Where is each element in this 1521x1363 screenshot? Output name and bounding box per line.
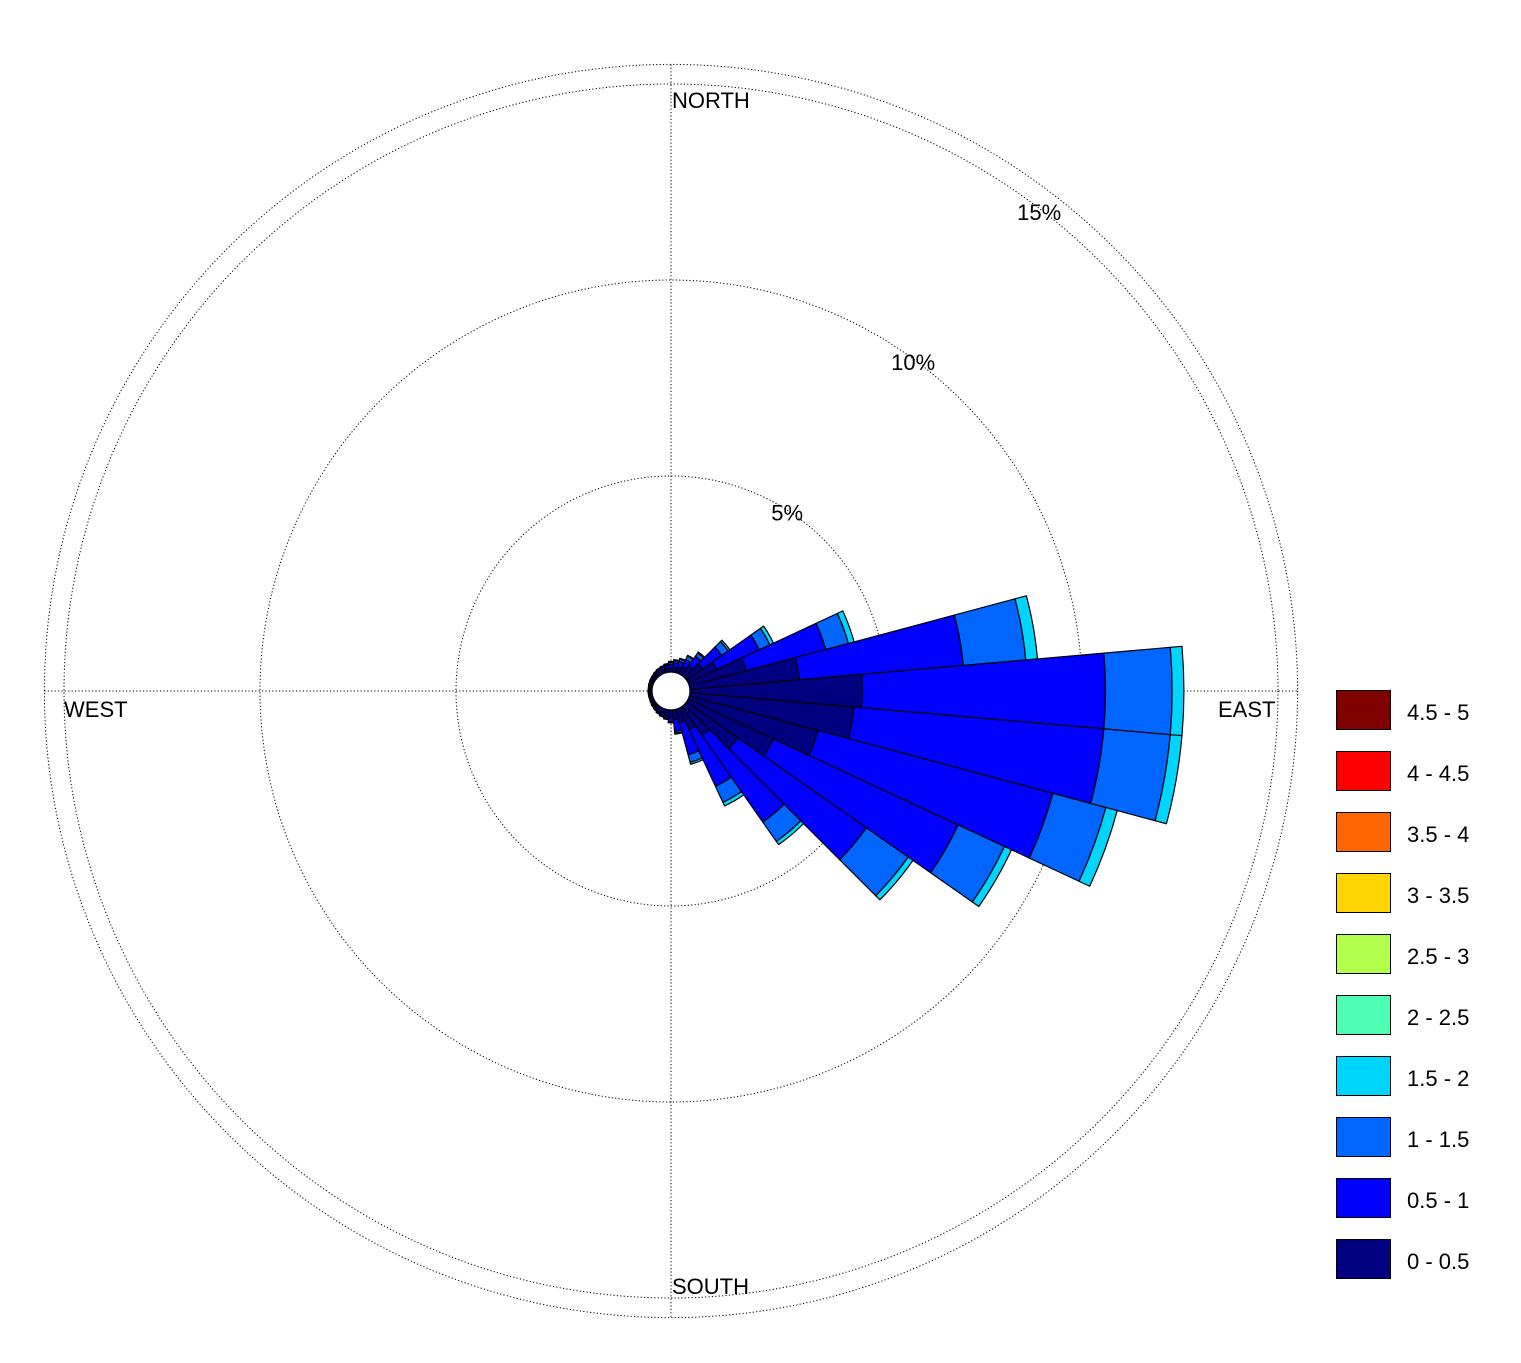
legend-label: 3.5 - 4 bbox=[1407, 822, 1470, 847]
legend-swatch bbox=[1336, 690, 1391, 730]
sector-110-bin-3 bbox=[1078, 806, 1118, 887]
radial-tick-label: 15% bbox=[1017, 200, 1061, 225]
legend-item: 0.5 - 1 bbox=[1336, 1178, 1506, 1239]
legend-label: 1 - 1.5 bbox=[1407, 1127, 1470, 1152]
radial-tick-labels: 5% 10% 15% bbox=[771, 200, 1061, 525]
direction-label-west: WEST bbox=[64, 697, 128, 722]
center-hole bbox=[651, 671, 691, 711]
legend-item: 4.5 - 5 bbox=[1336, 690, 1506, 751]
legend-swatch bbox=[1336, 1178, 1391, 1218]
wind-sectors bbox=[647, 595, 1185, 908]
legend-label: 2.5 - 3 bbox=[1407, 944, 1470, 969]
sector-150-bin-3 bbox=[722, 791, 745, 807]
sector-350-bin-3 bbox=[663, 662, 670, 666]
legend-item: 1 - 1.5 bbox=[1336, 1117, 1506, 1178]
sector-160-bin-3 bbox=[689, 757, 704, 765]
legend-swatch bbox=[1336, 751, 1391, 791]
sector-210-bin-3 bbox=[655, 711, 661, 716]
legend-swatch bbox=[1336, 812, 1391, 852]
legend-label: 0.5 - 1 bbox=[1407, 1188, 1470, 1213]
sector-0-bin-3 bbox=[667, 660, 675, 663]
legend-item: 4 - 4.5 bbox=[1336, 751, 1506, 812]
legend-label: 2 - 2.5 bbox=[1407, 1005, 1470, 1030]
legend-item: 3 - 3.5 bbox=[1336, 873, 1506, 934]
legend-swatch bbox=[1336, 934, 1391, 974]
legend-label: 4 - 4.5 bbox=[1407, 761, 1470, 786]
sector-200-bin-3 bbox=[658, 714, 665, 718]
legend-label: 0 - 0.5 bbox=[1407, 1249, 1470, 1274]
sector-230-bin-3 bbox=[650, 703, 655, 709]
sector-180-bin-3 bbox=[667, 721, 675, 724]
sector-140-bin-3 bbox=[775, 820, 805, 846]
legend-item: 2.5 - 3 bbox=[1336, 934, 1506, 995]
legend-label: 4.5 - 5 bbox=[1407, 700, 1470, 725]
legend-item: 0 - 0.5 bbox=[1336, 1239, 1506, 1300]
legend-swatch bbox=[1336, 873, 1391, 913]
grid-circle-4 bbox=[43, 63, 1299, 1319]
legend-label: 3 - 3.5 bbox=[1407, 883, 1470, 908]
sector-90-bin-3 bbox=[1169, 645, 1185, 737]
radial-tick-label: 10% bbox=[891, 350, 935, 375]
direction-label-east: EAST bbox=[1218, 697, 1275, 722]
sector-90-bin-2 bbox=[1103, 646, 1173, 736]
sector-80-bin-2 bbox=[953, 598, 1027, 667]
legend-item: 3.5 - 4 bbox=[1336, 812, 1506, 873]
legend-swatch bbox=[1336, 1117, 1391, 1157]
legend: 4.5 - 5 4 - 4.5 3.5 - 4 3 - 3.5 2.5 - 3 2 - 2… bbox=[1336, 690, 1506, 1300]
sector-130-bin-3 bbox=[875, 856, 914, 901]
grid-circle-3 bbox=[63, 83, 1279, 1299]
legend-item: 1.5 - 2 bbox=[1336, 1056, 1506, 1117]
sector-120-bin-3 bbox=[971, 845, 1013, 908]
legend-label: 1.5 - 2 bbox=[1407, 1066, 1470, 1091]
legend-swatch bbox=[1336, 1239, 1391, 1279]
sector-170-bin-3 bbox=[674, 731, 683, 735]
sector-100-bin-3 bbox=[1154, 734, 1183, 825]
legend-item: 2 - 2.5 bbox=[1336, 995, 1506, 1056]
sector-220-bin-3 bbox=[652, 707, 658, 712]
legend-swatch bbox=[1336, 1056, 1391, 1096]
sector-10-bin-3 bbox=[673, 658, 680, 662]
direction-label-north: NORTH bbox=[672, 88, 750, 113]
sector-190-bin-3 bbox=[662, 717, 670, 721]
radial-tick-label: 5% bbox=[771, 500, 803, 525]
legend-swatch bbox=[1336, 995, 1391, 1035]
direction-label-south: SOUTH bbox=[672, 1274, 749, 1299]
